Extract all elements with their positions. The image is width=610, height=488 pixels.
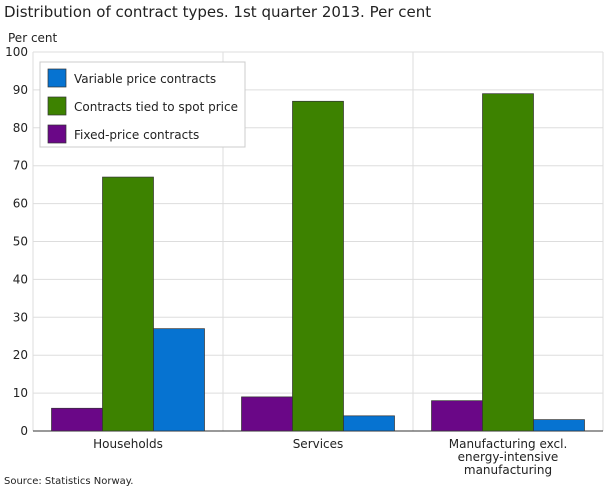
y-tick-label: 60 xyxy=(13,197,28,211)
x-tick-label: manufacturing xyxy=(464,463,552,477)
bar xyxy=(533,419,585,432)
bar xyxy=(102,176,154,432)
y-tick-label: 80 xyxy=(13,121,28,135)
chart-title: Distribution of contract types. 1st quar… xyxy=(4,3,431,21)
legend-swatch xyxy=(47,124,67,144)
bar xyxy=(343,415,395,432)
legend-label: Contracts tied to spot price xyxy=(74,100,238,114)
y-tick-label: 10 xyxy=(13,386,28,400)
bar xyxy=(153,328,205,432)
x-tick-label: Households xyxy=(93,437,163,451)
bar xyxy=(51,407,103,432)
legend-swatch xyxy=(47,96,67,116)
y-axis-label: Per cent xyxy=(8,31,58,45)
legend-swatch xyxy=(47,68,67,88)
source-note: Source: Statistics Norway. xyxy=(4,476,133,487)
legend-label: Fixed-price contracts xyxy=(74,128,199,142)
y-tick-label: 0 xyxy=(20,424,28,438)
bar xyxy=(292,100,344,432)
bar xyxy=(431,400,483,432)
y-tick-label: 30 xyxy=(13,310,28,324)
x-tick-label: Services xyxy=(293,437,344,451)
x-tick-label: Manufacturing excl. xyxy=(449,437,568,451)
legend xyxy=(39,61,246,148)
legend-label: Variable price contracts xyxy=(74,72,216,86)
y-tick-label: 100 xyxy=(5,45,28,59)
y-tick-label: 20 xyxy=(13,348,28,362)
x-tick-label: energy-intensive xyxy=(458,450,559,464)
bar xyxy=(241,396,293,432)
y-tick-label: 90 xyxy=(13,83,28,97)
y-tick-label: 40 xyxy=(13,272,28,286)
y-tick-label: 50 xyxy=(13,235,28,249)
bar xyxy=(482,93,534,432)
y-tick-label: 70 xyxy=(13,159,28,173)
